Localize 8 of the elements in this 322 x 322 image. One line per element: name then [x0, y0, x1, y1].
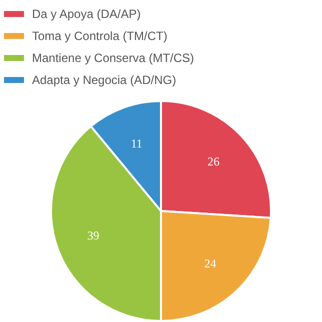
legend-label: Da y Apoya (DA/AP) — [32, 7, 141, 21]
data-label: 39 — [87, 228, 100, 242]
data-label: 24 — [204, 256, 216, 270]
legend-label: Adapta y Negocia (AD/NG) — [32, 73, 176, 87]
data-label: 26 — [207, 154, 220, 169]
data-label: 11 — [130, 136, 142, 150]
legend-label: Toma y Controla (TM/CT) — [32, 29, 168, 43]
legend-label: Mantiene y Conserva (MT/CS) — [32, 51, 194, 65]
